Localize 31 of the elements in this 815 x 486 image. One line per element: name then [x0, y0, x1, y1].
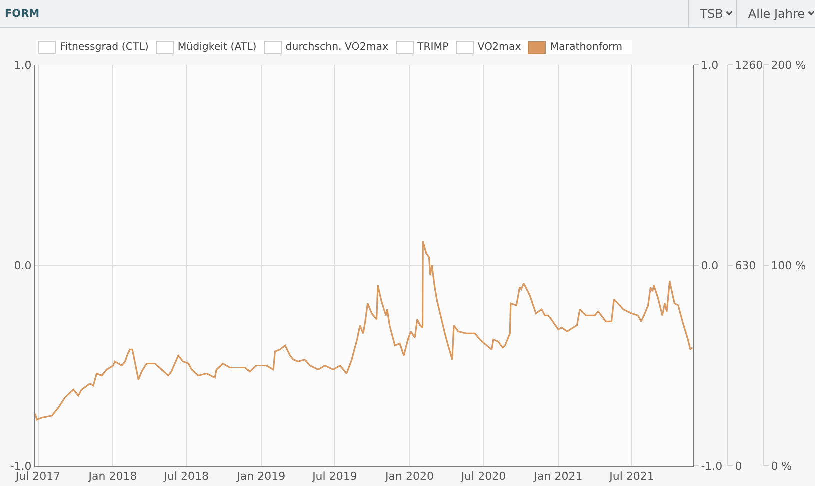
legend-label: TRIMP: [418, 42, 449, 52]
legend-label: VO2max: [478, 42, 522, 52]
x-tick-label: Jul 2019: [312, 470, 358, 484]
x-tick-label: Jan 2018: [88, 470, 138, 484]
text: TSB: [700, 6, 724, 20]
chart-title: FORM: [5, 8, 40, 20]
text: 1.0: [701, 58, 719, 72]
legend-label: Marathonform: [550, 42, 623, 52]
text: 0.0: [701, 259, 719, 272]
text: Alle Jahre: [748, 6, 805, 20]
y-tick-label: 1.0: [14, 58, 32, 72]
legend-label: Müdigkeit (ATL): [178, 42, 257, 52]
x-tick-label: Jan 2021: [533, 470, 583, 484]
line-series: [35, 240, 693, 421]
y-tick-label: 0.0: [14, 259, 32, 272]
y2-tick-label: 1260: [735, 58, 764, 72]
legend-label: durchschn. VO2max: [286, 42, 388, 52]
x-tick-label: Jul 2017: [14, 470, 61, 484]
y2-tick-label: 0: [735, 460, 742, 473]
y3-tick-label: 200 %: [771, 58, 806, 72]
x-tick-label: Jan 2019: [236, 470, 286, 484]
legend-label: Fitnessgrad (CTL): [60, 42, 149, 52]
y2-tick-label: 630: [735, 259, 756, 272]
text: -1.0: [701, 460, 723, 473]
y-tick-label: -1.0: [10, 460, 32, 473]
x-tick-label: Jan 2020: [384, 470, 434, 484]
x-tick-label: Jul 2018: [163, 470, 209, 484]
y3-tick-label: 0 %: [771, 460, 792, 473]
x-tick-label: Jul 2021: [608, 470, 654, 484]
y3-tick-label: 100 %: [771, 259, 806, 272]
x-tick-label: Jul 2020: [460, 470, 506, 484]
